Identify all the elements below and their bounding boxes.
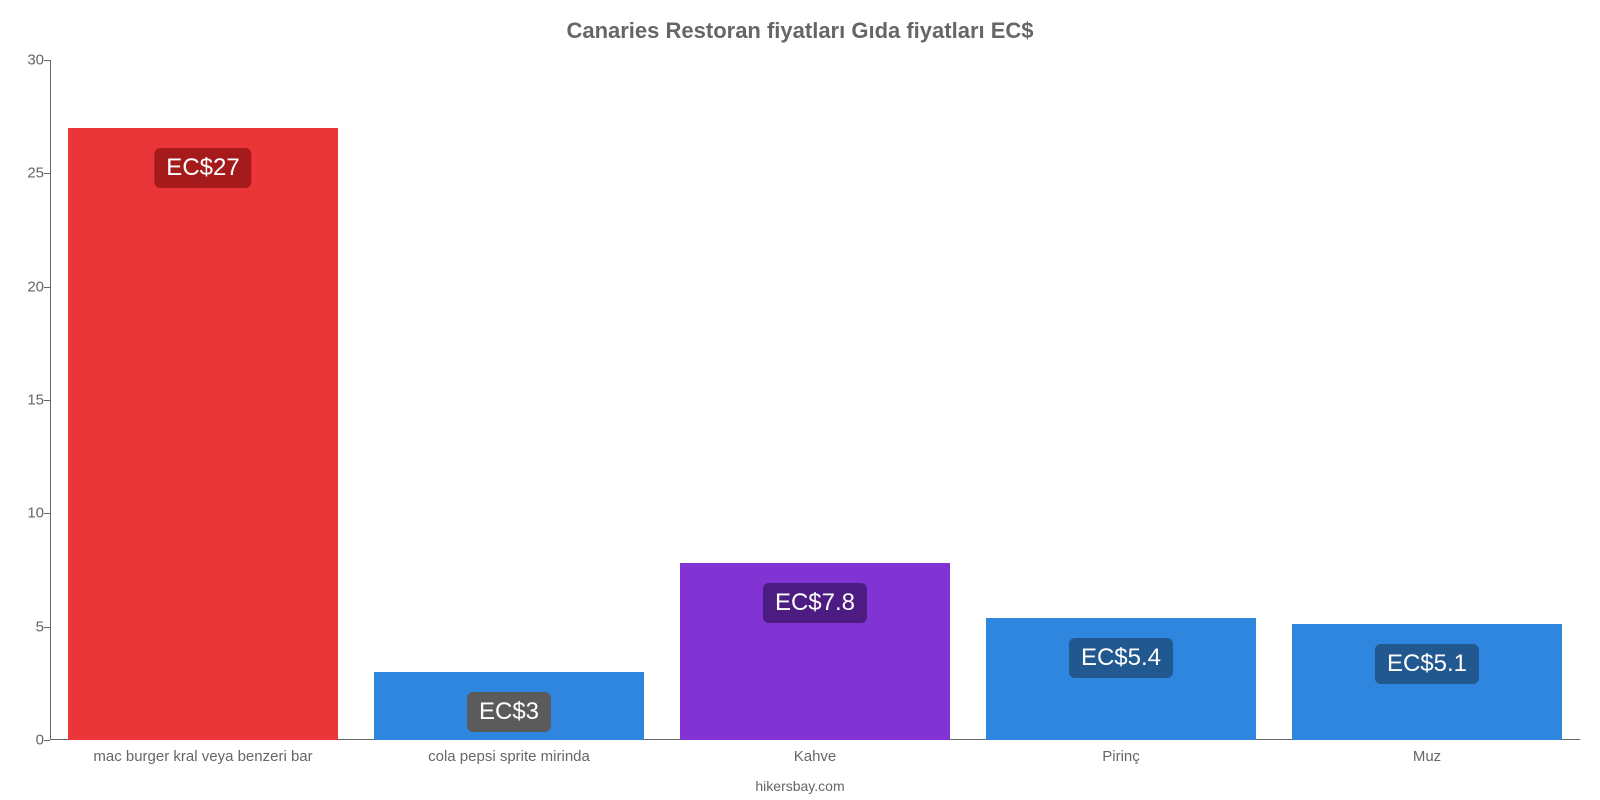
bar-value-label: EC$7.8 bbox=[763, 583, 867, 623]
x-category-label: mac burger kral veya benzeri bar bbox=[93, 748, 312, 765]
ytick-mark bbox=[44, 513, 50, 514]
ytick-label: 25 bbox=[8, 165, 44, 182]
ytick-mark bbox=[44, 60, 50, 61]
ytick-mark bbox=[44, 400, 50, 401]
chart-title: Canaries Restoran fiyatları Gıda fiyatla… bbox=[0, 18, 1600, 44]
ytick-label: 30 bbox=[8, 52, 44, 69]
bar bbox=[986, 618, 1255, 740]
ytick-mark bbox=[44, 627, 50, 628]
ytick-label: 15 bbox=[8, 392, 44, 409]
x-category-label: Kahve bbox=[794, 748, 837, 765]
bar-value-label: EC$5.1 bbox=[1375, 644, 1479, 684]
ytick-mark bbox=[44, 287, 50, 288]
ytick-label: 5 bbox=[8, 618, 44, 635]
x-category-label: Pirinç bbox=[1102, 748, 1140, 765]
ytick-label: 20 bbox=[8, 278, 44, 295]
bar bbox=[68, 128, 337, 740]
bar-value-label: EC$27 bbox=[154, 148, 251, 188]
bar-value-label: EC$3 bbox=[467, 692, 551, 732]
bar-value-label: EC$5.4 bbox=[1069, 638, 1173, 678]
y-axis bbox=[50, 60, 51, 740]
x-category-label: cola pepsi sprite mirinda bbox=[428, 748, 590, 765]
price-bar-chart: Canaries Restoran fiyatları Gıda fiyatla… bbox=[0, 0, 1600, 800]
ytick-label: 10 bbox=[8, 505, 44, 522]
plot-area: 051015202530EC$27mac burger kral veya be… bbox=[50, 60, 1580, 740]
ytick-label: 0 bbox=[8, 732, 44, 749]
x-category-label: Muz bbox=[1413, 748, 1441, 765]
ytick-mark bbox=[44, 740, 50, 741]
chart-footer: hikersbay.com bbox=[0, 778, 1600, 794]
ytick-mark bbox=[44, 173, 50, 174]
